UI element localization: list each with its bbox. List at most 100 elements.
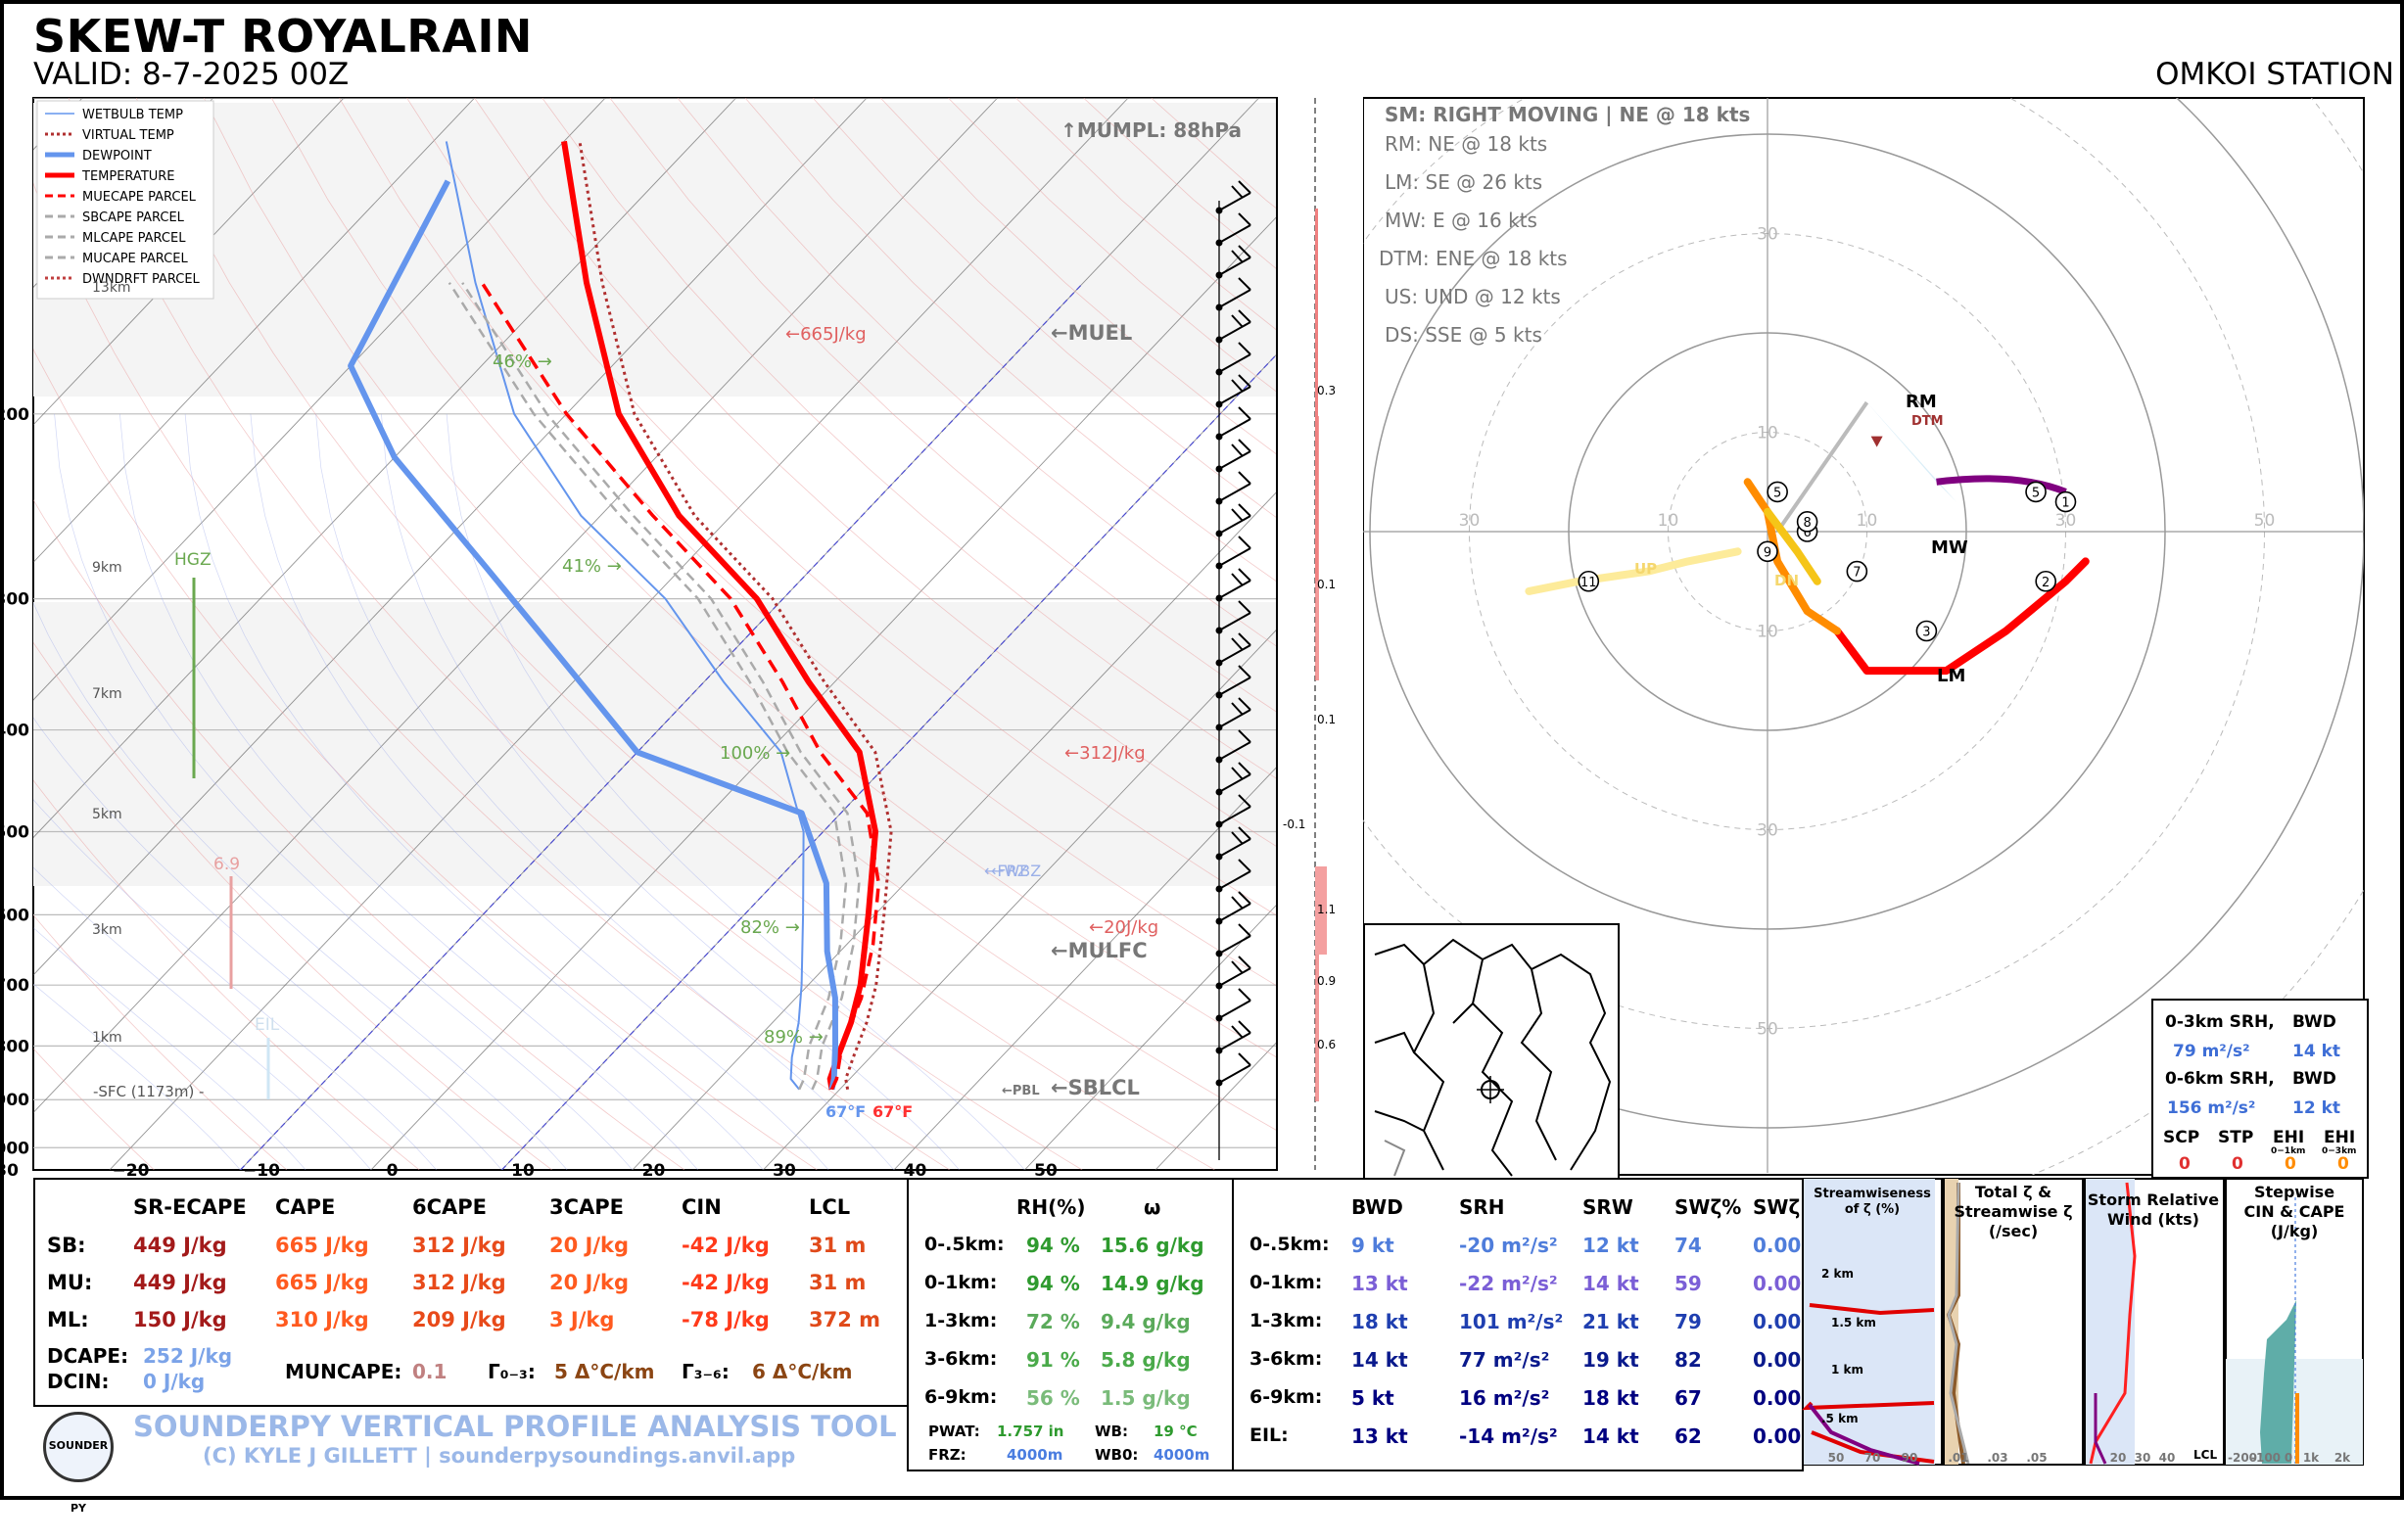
freezing-isotherm <box>500 352 1277 1170</box>
kin-cell: 13 kt <box>1351 1424 1408 1448</box>
moisture-row-label: 1-3km: <box>924 1310 998 1331</box>
pwat-value: 1.757 in <box>997 1423 1064 1440</box>
km-label-1: 1km <box>92 1030 122 1046</box>
lapse36-value: 6 Δ°C/km <box>752 1360 853 1383</box>
kin-cell: 14 kt <box>1582 1424 1639 1448</box>
dry-adiabat <box>609 98 1277 713</box>
streamwise-line <box>1808 1403 1920 1466</box>
moist-adiabat <box>54 413 634 1170</box>
wind-barb-staff <box>1218 838 1251 858</box>
omega-label-7: 0.6 <box>1317 1038 1336 1051</box>
mixing-ratio-value: 15.6 g/kg <box>1101 1234 1204 1257</box>
ehi01-label: EHI <box>2273 1128 2305 1147</box>
kin-cell: 101 m²/s² <box>1459 1310 1564 1333</box>
wind-barb-staff <box>1218 1000 1251 1019</box>
wind-barb-staff <box>1218 1064 1251 1084</box>
dry-adiabat <box>33 498 685 1170</box>
stp-value: 0 <box>2232 1154 2243 1174</box>
hodo-trace <box>1764 507 1821 585</box>
omega-label-3: 0.1 <box>1317 713 1336 726</box>
hodo-line-5: US: UND @ 12 kts <box>1385 285 1561 308</box>
hodo-ring-label: 30 <box>1757 225 1778 245</box>
hodo-ring-label: 30 <box>1459 511 1481 531</box>
sfc-label: -SFC (1173m) - <box>93 1083 204 1100</box>
isotherm-line <box>1024 904 1277 1170</box>
moist-adiabat <box>315 413 895 1170</box>
station-name: OMKOI STATION <box>2155 57 2394 92</box>
wind-barb-staff <box>1218 935 1251 955</box>
thermo-header: SR-ECAPE <box>133 1195 247 1219</box>
thermo-row-label: SB: <box>47 1234 86 1257</box>
pressure-tick-label: 400 <box>0 722 29 741</box>
wind-barb-flag <box>1238 309 1251 323</box>
minus20-isotherm <box>239 282 1084 1170</box>
mini-plot-title: Storm Relative <box>2088 1190 2219 1209</box>
pressure-tick-label: 200 <box>0 405 29 425</box>
kin-header: BWD <box>1351 1195 1403 1219</box>
wind-barb-staff <box>1218 547 1251 567</box>
mini-tick-label: .05 <box>2026 1451 2047 1465</box>
moist-adiabat <box>184 413 764 1170</box>
hodo-line-2: LM: SE @ 26 kts <box>1385 170 1542 194</box>
eil-label: EIL <box>255 1015 280 1035</box>
thermo-row-label: ML: <box>47 1308 89 1331</box>
tool-name: SOUNDERPY VERTICAL PROFILE ANALYSIS TOOL <box>133 1410 897 1443</box>
bwd06-label: BWD <box>2292 1069 2336 1089</box>
height-marker-label: 3 <box>1922 626 1930 640</box>
moist-adiabat <box>33 866 372 1170</box>
height-marker-label: 6 <box>1803 526 1811 540</box>
kin-row-label: 0-.5km: <box>1249 1234 1330 1255</box>
wind-barb-flag <box>1231 573 1244 586</box>
omega-label-1: 0.3 <box>1317 384 1336 397</box>
srh06-value: 156 m²/s² <box>2167 1098 2256 1118</box>
rh-value: 56 % <box>1026 1386 1080 1410</box>
km-label-5: 5km <box>92 807 122 822</box>
moisture-table: RH(%) ω 0-.5km: 94 % 15.6 g/kg 0-1km: 94 % 14.9… <box>907 1178 1234 1471</box>
wind-barb-staff <box>1218 612 1251 631</box>
mixing-ratio-value: 1.5 g/kg <box>1101 1386 1191 1410</box>
indices-box: 0-3km SRH, BWD 79 m²/s² 14 kt 0-6km SRH,… <box>2151 999 2369 1179</box>
wind-barb-flag <box>1238 439 1251 452</box>
mini-tick-label: .03 <box>1987 1451 2007 1465</box>
temp-tick-label: −10 <box>243 1161 280 1180</box>
legend-box <box>36 100 214 300</box>
cape-label-1: ←665J/kg <box>785 324 867 345</box>
dry-adiabat <box>33 1048 155 1170</box>
ehi01-value: 0 <box>2285 1154 2296 1174</box>
height-marker <box>1757 540 1778 563</box>
mini-tick-label: 1k <box>2303 1451 2320 1465</box>
hodo-ring-label: 30 <box>1757 821 1778 841</box>
credit-text: (C) KYLE J GILLETT | sounderpysoundings.… <box>203 1444 796 1468</box>
legend-label: TEMPERATURE <box>81 169 175 184</box>
temp-tick-label: 30 <box>773 1161 796 1180</box>
omega-bar <box>1315 955 1319 1101</box>
skewt-background <box>33 103 1277 886</box>
ehi03-sub: 0−3km <box>2322 1146 2357 1156</box>
kin-cell: 12 kt <box>1582 1234 1639 1257</box>
wind-barb-staff <box>1218 289 1251 308</box>
temp-tick-label: 10 <box>511 1161 535 1180</box>
dry-adiabat <box>135 98 1215 1170</box>
kin-cell: 14 kt <box>1582 1272 1639 1295</box>
streamwise-line <box>1802 1303 1935 1464</box>
omega-label-6: 0.9 <box>1317 974 1336 988</box>
wind-barb-flag <box>1238 212 1251 226</box>
dcin-label: DCIN: <box>47 1370 110 1393</box>
kin-cell: 13 kt <box>1351 1272 1408 1295</box>
hodo-ring-label: 50 <box>2254 511 2276 531</box>
kin-row-label: 3-6km: <box>1249 1348 1323 1370</box>
frz-label: FRZ: <box>928 1446 966 1464</box>
wind-barb-staff <box>1218 192 1251 211</box>
legend: WETBULB TEMP VIRTUAL TEMP DEWPOINT TEMPERAT… <box>45 108 201 287</box>
wind-barb-flag <box>1238 729 1251 743</box>
srh03-label: 0-3km SRH, <box>2165 1012 2275 1032</box>
mini-plot-title: Total ζ & <box>1975 1183 2051 1201</box>
storm-motion-title: SM: RIGHT MOVING | NE @ 18 kts <box>1385 103 1750 126</box>
sounderpy-logo: SOUNDER PY <box>43 1412 114 1515</box>
kinematic-table: BWD SRH SRW SWζ% SWζ 0-.5km: 9 kt -20 m²/s² 12 k… <box>1232 1178 1815 1471</box>
height-marker-label: 7 <box>1853 566 1861 581</box>
wb-value: 19 °C <box>1154 1423 1198 1440</box>
up-label: UP <box>1634 560 1657 578</box>
